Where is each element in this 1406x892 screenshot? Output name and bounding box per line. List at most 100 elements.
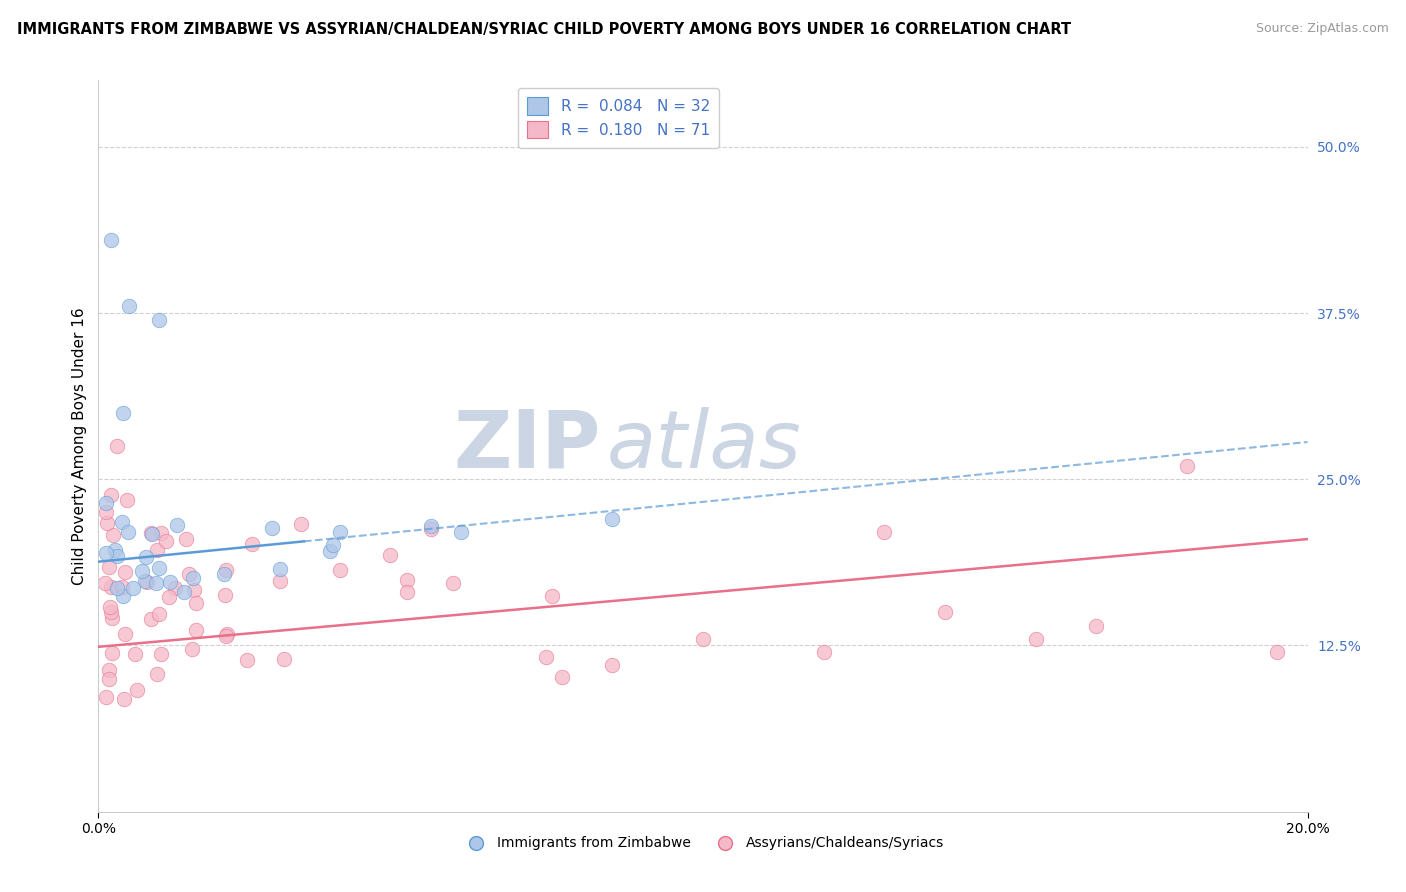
Point (420, 518, 443, 533)
Point (180, 642, 202, 657)
Point (1085, 618, 1108, 632)
Point (101, 646, 124, 660)
Point (602, 512, 624, 526)
Point (273, 652, 295, 666)
Point (117, 525, 139, 540)
Point (260, 521, 283, 535)
Point (124, 647, 146, 661)
Point (322, 538, 344, 552)
Point (186, 596, 208, 610)
Point (111, 580, 134, 594)
Point (602, 658, 624, 673)
Point (550, 670, 572, 684)
Point (163, 581, 186, 595)
Point (134, 574, 156, 588)
Point (114, 566, 136, 580)
Point (183, 582, 205, 597)
Point (159, 574, 181, 589)
Point (166, 518, 188, 533)
Point (813, 645, 835, 659)
Point (118, 299, 141, 313)
Point (100, 605, 122, 619)
Point (105, 581, 128, 595)
Point (319, 544, 342, 558)
Point (441, 576, 464, 591)
Point (94, 576, 117, 591)
Point (97, 673, 120, 687)
Point (96, 516, 118, 531)
Point (131, 565, 153, 579)
Point (145, 576, 167, 591)
Point (157, 591, 180, 605)
Point (329, 525, 352, 540)
Point (269, 562, 291, 576)
Point (148, 607, 170, 621)
Point (534, 649, 557, 664)
Point (127, 682, 149, 697)
Point (103, 528, 125, 542)
Point (329, 564, 352, 578)
Point (100, 580, 122, 594)
Point (1024, 632, 1046, 646)
Point (148, 561, 170, 575)
Point (100, 488, 122, 502)
Point (150, 526, 173, 541)
Point (290, 516, 312, 531)
Point (121, 581, 143, 595)
Point (215, 628, 238, 642)
Point (105, 439, 128, 453)
Point (135, 549, 157, 564)
Point (214, 589, 236, 603)
Point (150, 647, 173, 661)
Point (212, 566, 235, 581)
Point (215, 563, 238, 577)
Point (135, 574, 157, 589)
Point (181, 571, 204, 585)
Point (269, 574, 291, 588)
Point (98, 599, 121, 614)
Text: ZIP: ZIP (453, 407, 600, 485)
Point (540, 589, 562, 603)
Point (107, 549, 129, 564)
Point (177, 566, 200, 581)
Point (378, 548, 401, 562)
Point (146, 542, 169, 557)
Point (1267, 645, 1289, 659)
Point (111, 406, 134, 420)
Point (186, 624, 208, 638)
Point (396, 584, 419, 599)
Point (934, 605, 956, 619)
Point (94, 505, 117, 519)
Point (100, 233, 122, 247)
Point (139, 525, 162, 540)
Point (450, 525, 472, 540)
Point (240, 537, 263, 551)
Point (114, 627, 136, 641)
Point (141, 526, 163, 541)
Point (873, 525, 896, 540)
Point (94, 690, 117, 705)
Point (173, 585, 195, 599)
Point (96, 547, 118, 561)
Text: Source: ZipAtlas.com: Source: ZipAtlas.com (1256, 22, 1389, 36)
Point (155, 533, 177, 548)
Point (217, 627, 239, 641)
Text: IMMIGRANTS FROM ZIMBABWE VS ASSYRIAN/CHALDEAN/SYRIAC CHILD POVERTY AMONG BOYS UN: IMMIGRANTS FROM ZIMBABWE VS ASSYRIAN/CHA… (17, 22, 1071, 37)
Legend: Immigrants from Zimbabwe, Assyrians/Chaldeans/Syriacs: Immigrants from Zimbabwe, Assyrians/Chal… (456, 830, 950, 856)
Point (395, 573, 418, 587)
Point (1175, 458, 1198, 473)
Point (692, 632, 714, 646)
Y-axis label: Child Poverty Among Boys Under 16: Child Poverty Among Boys Under 16 (72, 307, 87, 585)
Point (96, 496, 118, 510)
Point (104, 542, 127, 557)
Point (174, 532, 197, 546)
Point (115, 493, 138, 508)
Point (145, 666, 167, 681)
Point (148, 312, 170, 326)
Point (111, 516, 134, 530)
Text: atlas: atlas (606, 407, 801, 485)
Point (112, 589, 135, 603)
Point (236, 653, 259, 667)
Point (101, 610, 124, 624)
Point (419, 522, 441, 536)
